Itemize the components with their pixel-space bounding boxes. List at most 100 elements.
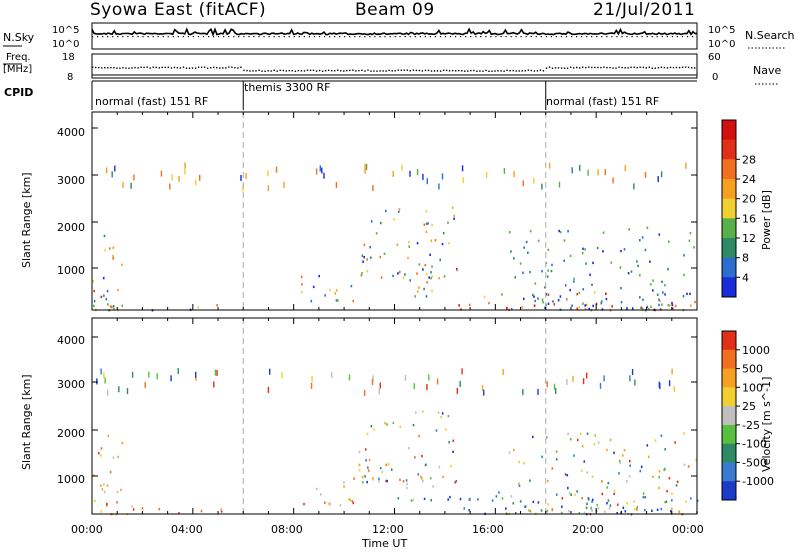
freq-point (197, 66, 200, 68)
echo-cell (592, 304, 594, 308)
freq-point (282, 69, 284, 72)
echo-streak (462, 177, 464, 184)
echo-cell (368, 458, 371, 462)
echo-cell (455, 480, 458, 483)
freq-point (563, 67, 566, 69)
echo-cell (93, 474, 95, 477)
colorbar-swatch (722, 277, 736, 298)
echo-cell (335, 299, 338, 302)
nsearch-point (142, 36, 144, 38)
echo-cell (451, 206, 454, 209)
xtick-3: 12:00 (372, 523, 404, 536)
freq-point (412, 69, 415, 71)
echo-cell (683, 463, 686, 466)
echo-cell (607, 481, 610, 485)
freq-point (418, 69, 421, 72)
echo-cell (591, 283, 593, 286)
freq-point (427, 69, 430, 72)
xtick-5: 20:00 (572, 523, 604, 536)
freq-point (594, 66, 596, 69)
nsearch-point (218, 36, 220, 38)
echo-streak (566, 379, 568, 385)
echo-cell (589, 273, 591, 276)
freq-point (615, 67, 617, 69)
freq-point (479, 70, 481, 72)
echo-cell (409, 279, 411, 282)
colorbar-tick-label: 100 (742, 381, 763, 394)
echo-cell (113, 307, 115, 311)
colorbar-tick-label: 24 (742, 173, 756, 186)
freq-point (273, 69, 275, 71)
echo-cell (369, 246, 371, 249)
nsearch-point (571, 36, 573, 38)
nsearch-point (692, 36, 694, 38)
echo-cell (116, 490, 119, 494)
echo-cell (542, 301, 544, 304)
freq-point (270, 70, 272, 72)
echo-cell (100, 454, 102, 457)
echo-cell (450, 465, 452, 468)
echo-cell (443, 275, 446, 278)
echo-cell (670, 510, 672, 513)
echo-cell (591, 475, 594, 478)
echo-cell (626, 502, 628, 505)
freq-point (694, 67, 696, 69)
echo-cell (664, 448, 666, 451)
echo-cell (668, 477, 671, 480)
freq-point (678, 66, 681, 69)
echo-cell (650, 305, 652, 308)
echo-cell (349, 498, 351, 502)
echo-cell (613, 489, 616, 492)
echo-cell (644, 508, 646, 512)
nsearch-point (177, 36, 179, 38)
freq-point (125, 67, 127, 69)
echo-cell (373, 428, 375, 431)
echo-cell (456, 269, 459, 272)
echo-cell (103, 234, 106, 238)
nsearch-point (278, 36, 280, 38)
freq-point (488, 70, 490, 72)
freq-point (600, 66, 602, 69)
echo-cell (652, 289, 654, 292)
nsearch-point (681, 36, 684, 38)
nsearch-point (172, 36, 174, 38)
echo-streak (461, 368, 463, 375)
echo-cell (358, 463, 361, 467)
nsearch-point (213, 36, 215, 38)
nsearch-point (520, 36, 522, 38)
echo-streak (104, 377, 106, 384)
echo-cell (449, 495, 451, 499)
echo-cell (303, 502, 305, 506)
echo-cell (552, 300, 554, 303)
echo-cell (483, 295, 486, 299)
echo-cell (547, 293, 550, 296)
echo-streak (572, 375, 574, 382)
nsearch-point (384, 36, 386, 38)
echo-cell (447, 498, 449, 501)
velocity-ytick-4000: 4000 (57, 334, 85, 347)
echo-cell (430, 277, 432, 280)
echo-cell (216, 304, 218, 307)
freq-point (309, 69, 312, 71)
freq-point (131, 67, 133, 69)
colorbar-tick-label: 25 (742, 400, 756, 413)
colorbar-swatch (722, 331, 736, 351)
echo-cell (639, 296, 641, 299)
echo-cell (518, 460, 520, 464)
echo-cell (512, 502, 515, 505)
echo-streak (195, 179, 197, 186)
echo-cell (318, 274, 320, 278)
echo-cell (468, 509, 471, 512)
echo-cell (555, 450, 558, 453)
echo-streak (199, 174, 201, 181)
echo-streak (502, 369, 504, 376)
freq-point (415, 69, 418, 72)
echo-cell (642, 496, 645, 499)
echo-cell (658, 470, 661, 473)
xtick-4: 16:00 (472, 523, 504, 536)
echo-cell (649, 283, 652, 286)
freq-point (140, 66, 142, 68)
freq-point (291, 70, 293, 72)
cpid-label: CPID (4, 86, 34, 99)
echo-cell (423, 287, 425, 291)
